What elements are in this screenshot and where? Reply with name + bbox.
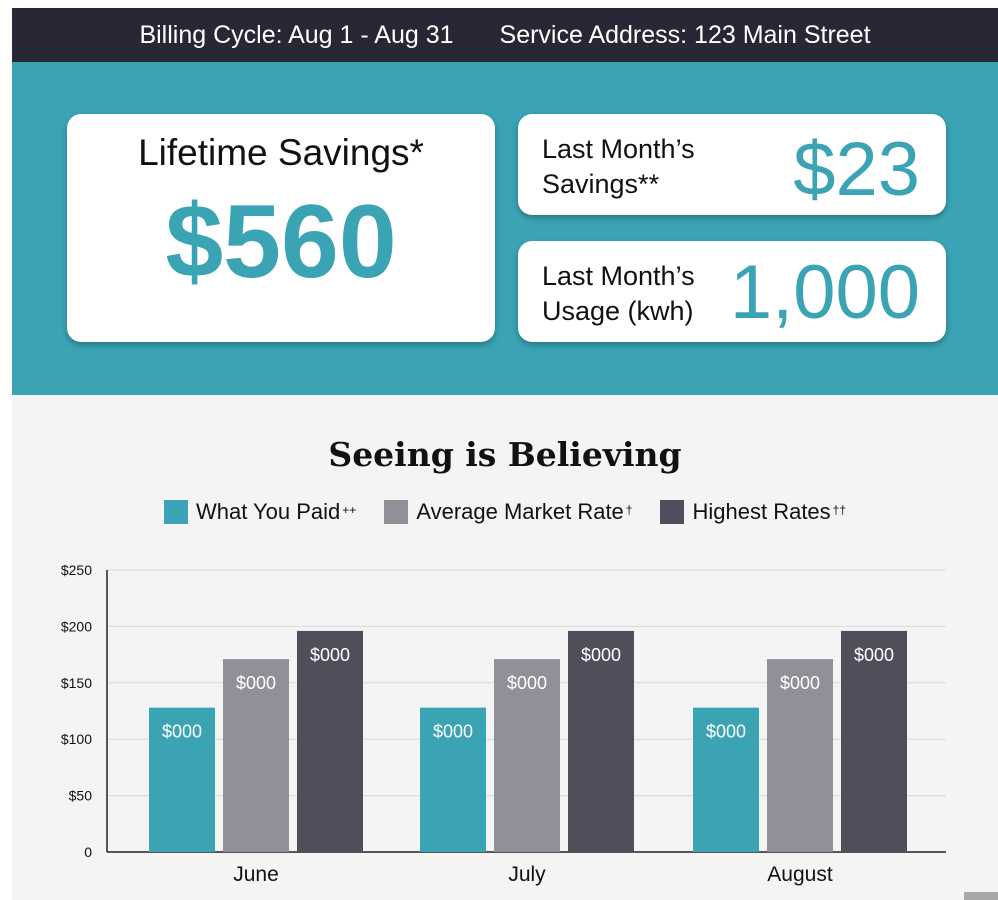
bar-chart: 0 $50 $100 $150 $200 $250 $000 $000 $000 June $000…: [61, 562, 946, 886]
x-tick-label-june: June: [233, 863, 279, 886]
bar-value-label: $000: [507, 673, 547, 693]
bar-july-series-0: [420, 707, 486, 852]
bar-value-label: $000: [706, 722, 746, 742]
y-tick-label: $100: [61, 731, 92, 747]
bar-june-series-0: [149, 707, 215, 852]
legend-label-highest-rates: Highest Rates: [692, 499, 831, 524]
legend-label-average-market-rate: Average Market Rate: [416, 499, 624, 524]
bar-august-series-2: [841, 630, 907, 852]
bar-value-label: $000: [581, 645, 621, 665]
bar-value-label: $000: [854, 645, 894, 665]
legend-marker-average-market-rate: †: [625, 503, 633, 517]
bar-value-label: $000: [162, 722, 202, 742]
legend-item-average-market-rate: Average Market Rate †: [384, 499, 632, 525]
last-month-savings-label-line2: Savings**: [542, 169, 660, 199]
lifetime-savings-value: $560: [165, 184, 397, 300]
service-address: Service Address: 123 Main Street: [499, 20, 871, 49]
bar-value-label: $000: [433, 722, 473, 742]
bar-august-series-1: [767, 659, 833, 852]
chart-title: Seeing is Believing: [328, 435, 682, 474]
x-tick-label-july: July: [508, 863, 546, 886]
savings-summary: Lifetime Savings* $560 Last Month’s Savi…: [12, 62, 998, 395]
legend-swatch-average-market-rate: [384, 500, 409, 524]
y-tick-label: 0: [84, 844, 92, 860]
last-month-usage-label-line1: Last Month’s: [542, 261, 695, 291]
last-month-savings-card: Last Month’s Savings** $23: [518, 114, 946, 215]
x-tick-label-august: August: [767, 863, 833, 886]
bar-value-label: $000: [310, 645, 350, 665]
last-month-usage-card: Last Month’s Usage (kwh) 1,000: [518, 241, 946, 342]
bar-june-series-2: [297, 630, 363, 852]
legend-marker-highest-rates: ††: [832, 503, 847, 517]
legend-label-what-you-paid: What You Paid: [195, 499, 341, 524]
bar-july-series-2: [568, 630, 634, 852]
last-month-usage-value: 1,000: [729, 250, 920, 335]
bar-june-series-1: [223, 659, 289, 852]
legend-item-highest-rates: Highest Rates ††: [660, 499, 846, 525]
bar-july-series-1: [494, 659, 560, 852]
legend-swatch-highest-rates: [660, 500, 685, 524]
last-month-savings-label: Last Month’s Savings**: [542, 132, 695, 202]
last-month-usage-label-line2: Usage (kwh): [542, 296, 694, 326]
legend-item-what-you-paid: What You Paid ++: [163, 499, 357, 525]
billing-header: Billing Cycle: Aug 1 - Aug 31 Service Ad…: [12, 8, 998, 62]
lifetime-savings-card: Lifetime Savings* $560: [67, 114, 495, 342]
legend-marker-what-you-paid: ++: [342, 503, 357, 517]
billing-cycle: Billing Cycle: Aug 1 - Aug 31: [139, 20, 454, 49]
last-month-savings-value: $23: [793, 127, 920, 212]
chart-legend: What You Paid ++ Average Market Rate † H…: [12, 499, 998, 525]
bar-august-series-0: [693, 707, 759, 852]
y-tick-label: $50: [69, 788, 93, 804]
y-tick-label: $150: [61, 675, 92, 691]
last-month-savings-label-line1: Last Month’s: [542, 134, 695, 164]
chart-section: Seeing is Believing What You Paid ++ Ave…: [12, 395, 998, 900]
last-month-usage-label: Last Month’s Usage (kwh): [542, 259, 695, 329]
y-tick-label: $250: [61, 562, 92, 578]
legend-swatch-what-you-paid: [163, 500, 188, 524]
bar-value-label: $000: [236, 673, 276, 693]
y-tick-label: $200: [61, 618, 92, 634]
lifetime-savings-label: Lifetime Savings*: [138, 132, 424, 173]
corner-tab: [964, 892, 998, 900]
bar-value-label: $000: [780, 673, 820, 693]
